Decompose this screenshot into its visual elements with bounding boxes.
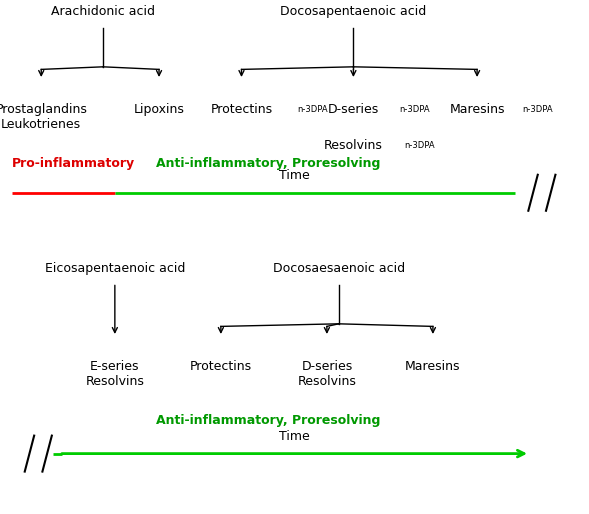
Text: Maresins: Maresins: [449, 103, 505, 116]
Text: n-3DPA: n-3DPA: [297, 105, 328, 115]
Text: Anti-inflammatory, Proresolving: Anti-inflammatory, Proresolving: [156, 414, 380, 427]
Text: Lipoxins: Lipoxins: [134, 103, 184, 116]
Text: Resolvins: Resolvins: [324, 139, 383, 152]
Text: Time: Time: [279, 430, 310, 443]
Text: Anti-inflammatory, Proresolving: Anti-inflammatory, Proresolving: [156, 157, 380, 170]
Text: n-3DPA: n-3DPA: [522, 105, 553, 115]
Text: Docosapentaenoic acid: Docosapentaenoic acid: [280, 5, 426, 18]
Text: n-3DPA: n-3DPA: [404, 141, 435, 151]
Text: Prostaglandins
Leukotrienes: Prostaglandins Leukotrienes: [0, 103, 87, 131]
Text: Arachidonic acid: Arachidonic acid: [51, 5, 155, 18]
Text: Eicosapentaenoic acid: Eicosapentaenoic acid: [45, 262, 185, 275]
Text: Protectins: Protectins: [210, 103, 273, 116]
Text: Time: Time: [279, 170, 310, 182]
Text: Protectins: Protectins: [190, 360, 252, 373]
Text: D-series: D-series: [327, 103, 379, 116]
Text: Docosaesaenoic acid: Docosaesaenoic acid: [273, 262, 405, 275]
Text: n-3DPA: n-3DPA: [399, 105, 429, 115]
Text: D-series
Resolvins: D-series Resolvins: [297, 360, 356, 388]
Text: Maresins: Maresins: [405, 360, 461, 373]
Text: E-series
Resolvins: E-series Resolvins: [85, 360, 144, 388]
Text: Pro-inflammatory: Pro-inflammatory: [12, 157, 135, 170]
